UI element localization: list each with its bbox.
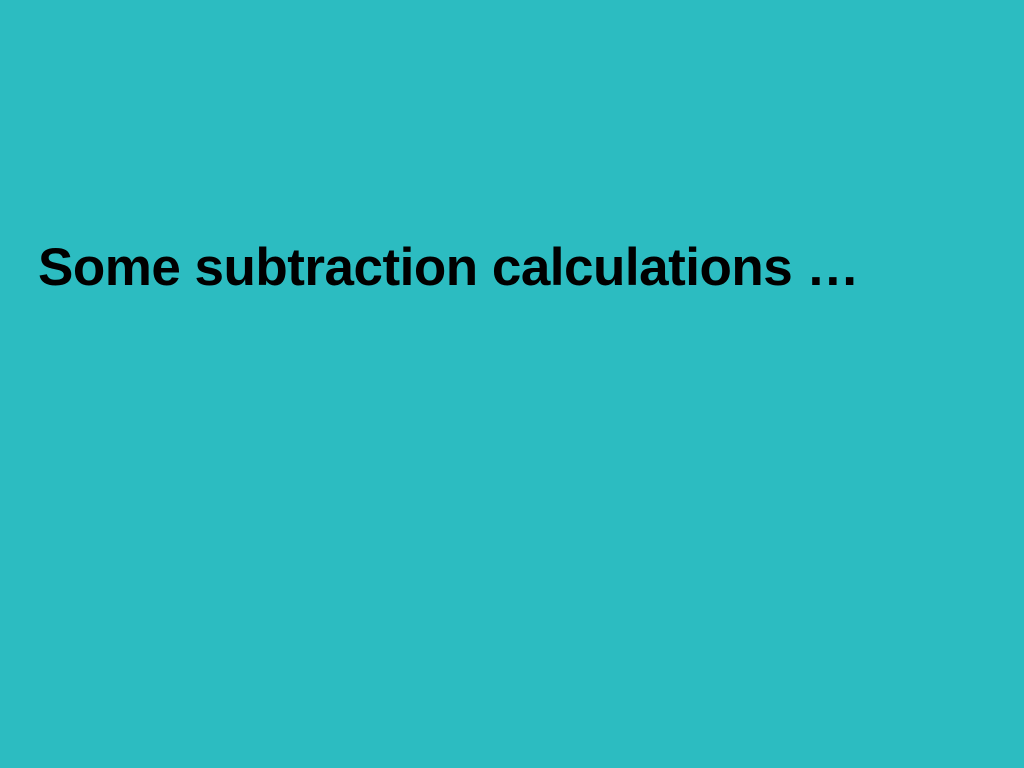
presentation-slide: Some subtraction calculations … [0,0,1024,768]
slide-title: Some subtraction calculations … [38,237,859,298]
